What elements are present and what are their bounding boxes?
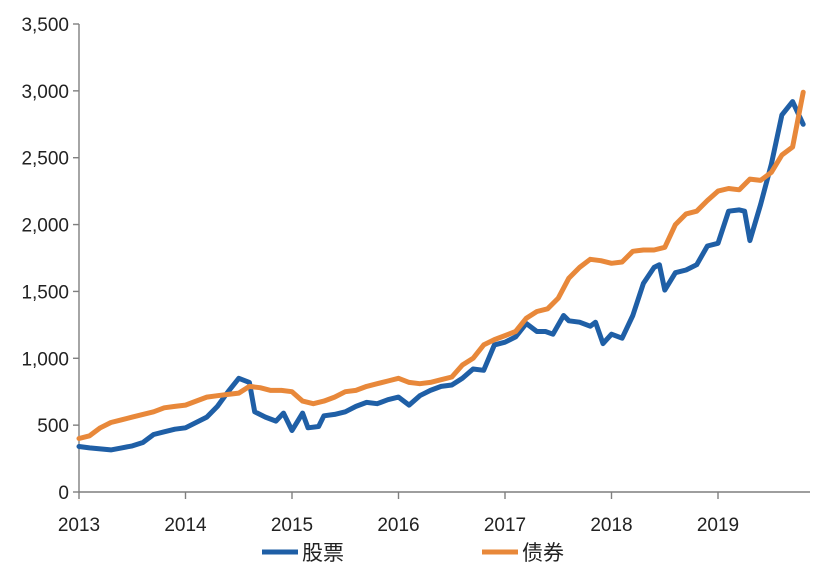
y-tick-label: 2,000 <box>21 216 69 237</box>
x-tick-label: 2013 <box>58 515 100 536</box>
x-tick-label: 2017 <box>484 515 526 536</box>
y-tick-label: 1,000 <box>21 349 69 370</box>
x-tick-label: 2016 <box>377 515 419 536</box>
x-tick-label: 2019 <box>697 515 739 536</box>
y-tick-label: 0 <box>58 483 69 504</box>
x-tick-label: 2018 <box>590 515 632 536</box>
legend-label: 股票 <box>302 541 344 565</box>
x-tick-label: 2014 <box>164 515 207 536</box>
y-tick-label: 500 <box>37 416 69 437</box>
legend: 股票 债券 <box>262 541 564 565</box>
series-line-bonds <box>76 89 806 441</box>
y-tick-label: 1,500 <box>21 282 69 303</box>
legend-label: 债券 <box>522 541 564 565</box>
series-layer <box>76 89 806 453</box>
axes: 0 500 1,000 1,500 2,000 2,500 3,000 3,500 2013 20… <box>21 15 810 536</box>
y-tick-label: 3,000 <box>21 82 69 103</box>
x-tick-label: 2015 <box>271 515 313 536</box>
y-tick-label: 2,500 <box>21 149 69 170</box>
series-line-stocks <box>76 99 806 453</box>
y-tick-label: 3,500 <box>21 15 69 36</box>
